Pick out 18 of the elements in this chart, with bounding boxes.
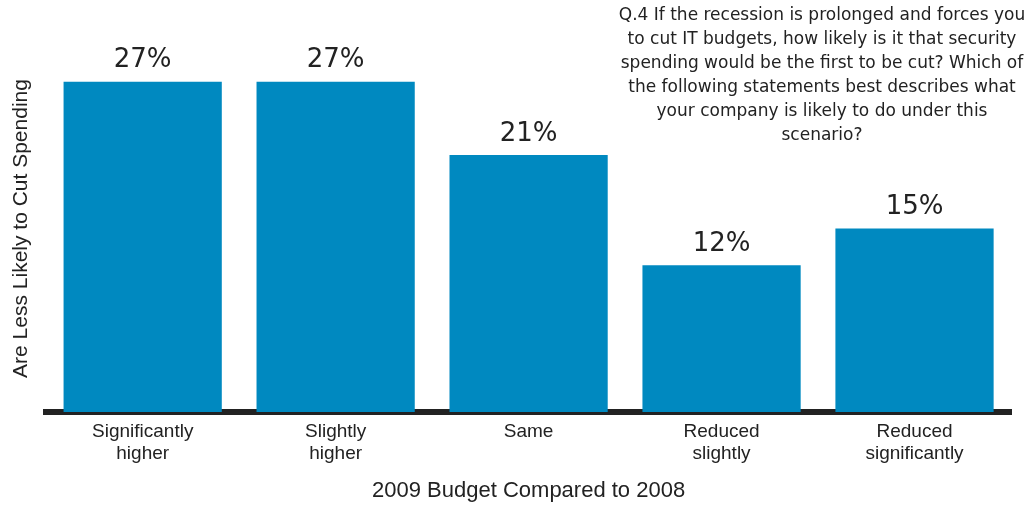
data-label: 15% xyxy=(885,190,944,221)
data-label: 21% xyxy=(499,116,558,147)
x-tick-label: Significantly higher xyxy=(91,419,194,464)
x-tick-label: Reduced slightly xyxy=(683,419,760,464)
bar xyxy=(256,81,415,412)
x-tick-label: Reduced significantly xyxy=(865,419,965,464)
data-label: 12% xyxy=(692,226,751,257)
bar xyxy=(642,265,801,412)
x-axis-title: 2009 Budget Compared to 2008 xyxy=(372,476,686,502)
data-label: 27% xyxy=(113,43,172,74)
bar xyxy=(63,81,222,412)
y-axis-title: Are Less Likely to Cut Spending xyxy=(8,79,32,378)
x-tick-label: Slightly higher xyxy=(305,419,367,464)
bar xyxy=(835,228,994,412)
bar xyxy=(449,155,608,412)
data-label: 27% xyxy=(306,43,365,74)
x-tick-label: Same xyxy=(503,419,554,441)
annotation: Q.4 If the recession is prolonged and forces you to cut IT budgets, how likely is it that security spending would be the first to be cut? Which of the following statements best describes what your company is likely to do under this scenario? xyxy=(617,3,1027,146)
